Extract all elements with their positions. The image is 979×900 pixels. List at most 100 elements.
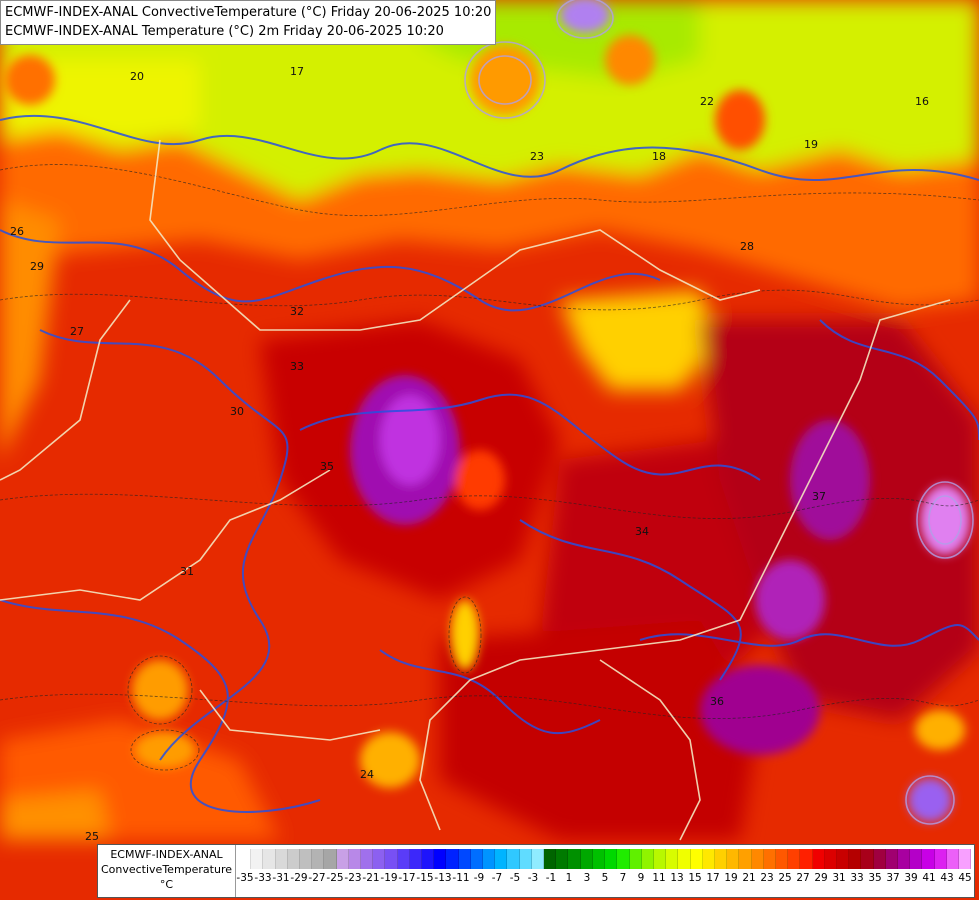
legend-swatch [397, 849, 410, 869]
legend-tick-label: -17 [398, 872, 416, 884]
legend-swatch [434, 849, 447, 869]
legend-swatch [324, 849, 337, 869]
legend-parameter: ConvectiveTemperature [100, 863, 233, 876]
legend-swatch [385, 849, 398, 869]
legend-swatch [617, 849, 630, 869]
legend-swatch [458, 849, 471, 869]
legend-swatch [629, 849, 642, 869]
map-label: 19 [804, 138, 818, 151]
legend-tick-label: 21 [742, 872, 756, 884]
legend-tick-label: -25 [326, 872, 344, 884]
legend-swatch [763, 849, 776, 869]
legend-tick-label: -1 [545, 872, 557, 884]
map-label: 37 [812, 490, 826, 503]
legend-swatch [446, 849, 459, 869]
legend-tick-label: 43 [940, 872, 954, 884]
map-label: 23 [530, 150, 544, 163]
legend-tick-label: 29 [814, 872, 828, 884]
legend-swatch [348, 849, 362, 869]
legend-swatch [483, 849, 496, 869]
legend-swatch [422, 849, 435, 869]
legend-tick-label: 41 [922, 872, 936, 884]
legend-swatch [958, 849, 972, 869]
legend-tick-label: 1 [565, 872, 573, 884]
legend-swatch [373, 849, 386, 869]
title-line-temperature: ECMWF-INDEX-ANAL Temperature (°C) 2m Fri… [5, 24, 444, 39]
legend-swatch [788, 849, 801, 869]
legend-swatch [239, 849, 252, 869]
legend-swatch [739, 849, 752, 869]
legend-tick-label: 31 [832, 872, 846, 884]
legend-tick-label: 9 [637, 872, 645, 884]
legend-swatch [922, 849, 935, 869]
legend-swatch [336, 849, 349, 869]
legend-swatch [544, 849, 557, 869]
legend-swatch [934, 849, 947, 869]
legend-tick-label: -35 [236, 872, 254, 884]
legend-swatch [470, 849, 484, 869]
map-label: 17 [290, 65, 304, 78]
legend-swatch [605, 849, 618, 869]
legend-swatch [531, 849, 545, 869]
legend-tick-label: 7 [619, 872, 627, 884]
legend-swatch [714, 849, 728, 869]
legend-ticks: -35 -33 -31 -29 -27 -25 -23 -21 -19 -17 -15 -13 -11-… [236, 872, 972, 888]
legend-tick-label: -7 [491, 872, 503, 884]
map-label: 18 [652, 150, 666, 163]
legend-swatch [775, 849, 789, 869]
map-title-box: ECMWF-INDEX-ANAL ConvectiveTemperature (… [0, 0, 497, 45]
map-label: 34 [635, 525, 649, 538]
legend-swatch [873, 849, 886, 869]
title-line-convective: ECMWF-INDEX-ANAL ConvectiveTemperature (… [5, 5, 492, 20]
legend-tick-label: 39 [904, 872, 918, 884]
legend-tick-label: -33 [254, 872, 272, 884]
legend-tick-label: -31 [272, 872, 290, 884]
map-label: 16 [915, 95, 929, 108]
map-label: 30 [230, 405, 244, 418]
legend-tick-label: 19 [724, 872, 738, 884]
legend-tick-label: 37 [886, 872, 900, 884]
legend-swatch [824, 849, 837, 869]
legend-tick-label: 15 [688, 872, 702, 884]
legend-swatch [861, 849, 874, 869]
legend-swatch [251, 849, 264, 869]
legend-swatch [556, 849, 569, 869]
legend-swatch [727, 849, 740, 869]
legend-label: ECMWF-INDEX-ANAL ConvectiveTemperature °… [98, 845, 236, 897]
legend-tick-label: 25 [778, 872, 792, 884]
legend-tick-label: -9 [473, 872, 485, 884]
map-label: 32 [290, 305, 304, 318]
legend-tick-label: -21 [362, 872, 380, 884]
color-legend: ECMWF-INDEX-ANAL ConvectiveTemperature °… [97, 844, 975, 898]
legend-swatch [641, 849, 654, 869]
legend-swatch [690, 849, 703, 869]
legend-tick-label: 11 [652, 872, 666, 884]
legend-swatch [361, 849, 374, 869]
legend-source: ECMWF-INDEX-ANAL [110, 848, 223, 861]
legend-tick-label: 27 [796, 872, 810, 884]
legend-tick-label: 45 [958, 872, 972, 884]
map-label: 27 [70, 325, 84, 338]
legend-swatches [239, 849, 972, 869]
legend-tick-label: -5 [509, 872, 521, 884]
legend-swatch [849, 849, 862, 869]
legend-swatch [409, 849, 423, 869]
legend-tick-label: -19 [380, 872, 398, 884]
legend-swatch [275, 849, 288, 869]
legend-swatch [507, 849, 520, 869]
legend-swatch [910, 849, 923, 869]
map-label: 31 [180, 565, 194, 578]
legend-tick-label: 17 [706, 872, 720, 884]
legend-tick-label: -27 [308, 872, 326, 884]
legend-tick-label: 35 [868, 872, 882, 884]
legend-swatch [653, 849, 667, 869]
map-label: 22 [700, 95, 714, 108]
legend-swatch [287, 849, 301, 869]
map-label: 33 [290, 360, 304, 373]
map-label: 26 [10, 225, 24, 238]
legend-swatch [519, 849, 532, 869]
legend-swatch [946, 849, 959, 869]
legend-swatch [495, 849, 508, 869]
legend-tick-label: 33 [850, 872, 864, 884]
